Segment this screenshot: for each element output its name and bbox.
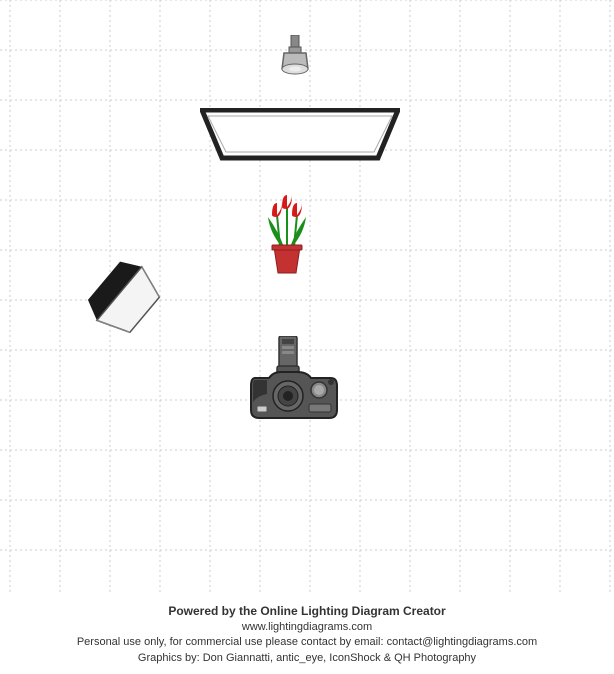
footer-credits: Powered by the Online Lighting Diagram C… — [0, 597, 614, 674]
footer-graphics-credit: Graphics by: Don Giannatti, antic_eye, I… — [0, 651, 614, 666]
subject-plant-icon[interactable] — [262, 195, 312, 280]
softbox-side-icon[interactable] — [82, 255, 172, 350]
footer-title: Powered by the Online Lighting Diagram C… — [0, 603, 614, 620]
footer-url: www.lightingdiagrams.com — [0, 620, 614, 635]
diagram-canvas — [0, 0, 614, 595]
camera-icon[interactable] — [247, 336, 343, 431]
hair-light-icon[interactable] — [278, 35, 312, 88]
softbox-large-icon[interactable] — [200, 108, 400, 169]
footer-license: Personal use only, for commercial use pl… — [0, 635, 614, 650]
